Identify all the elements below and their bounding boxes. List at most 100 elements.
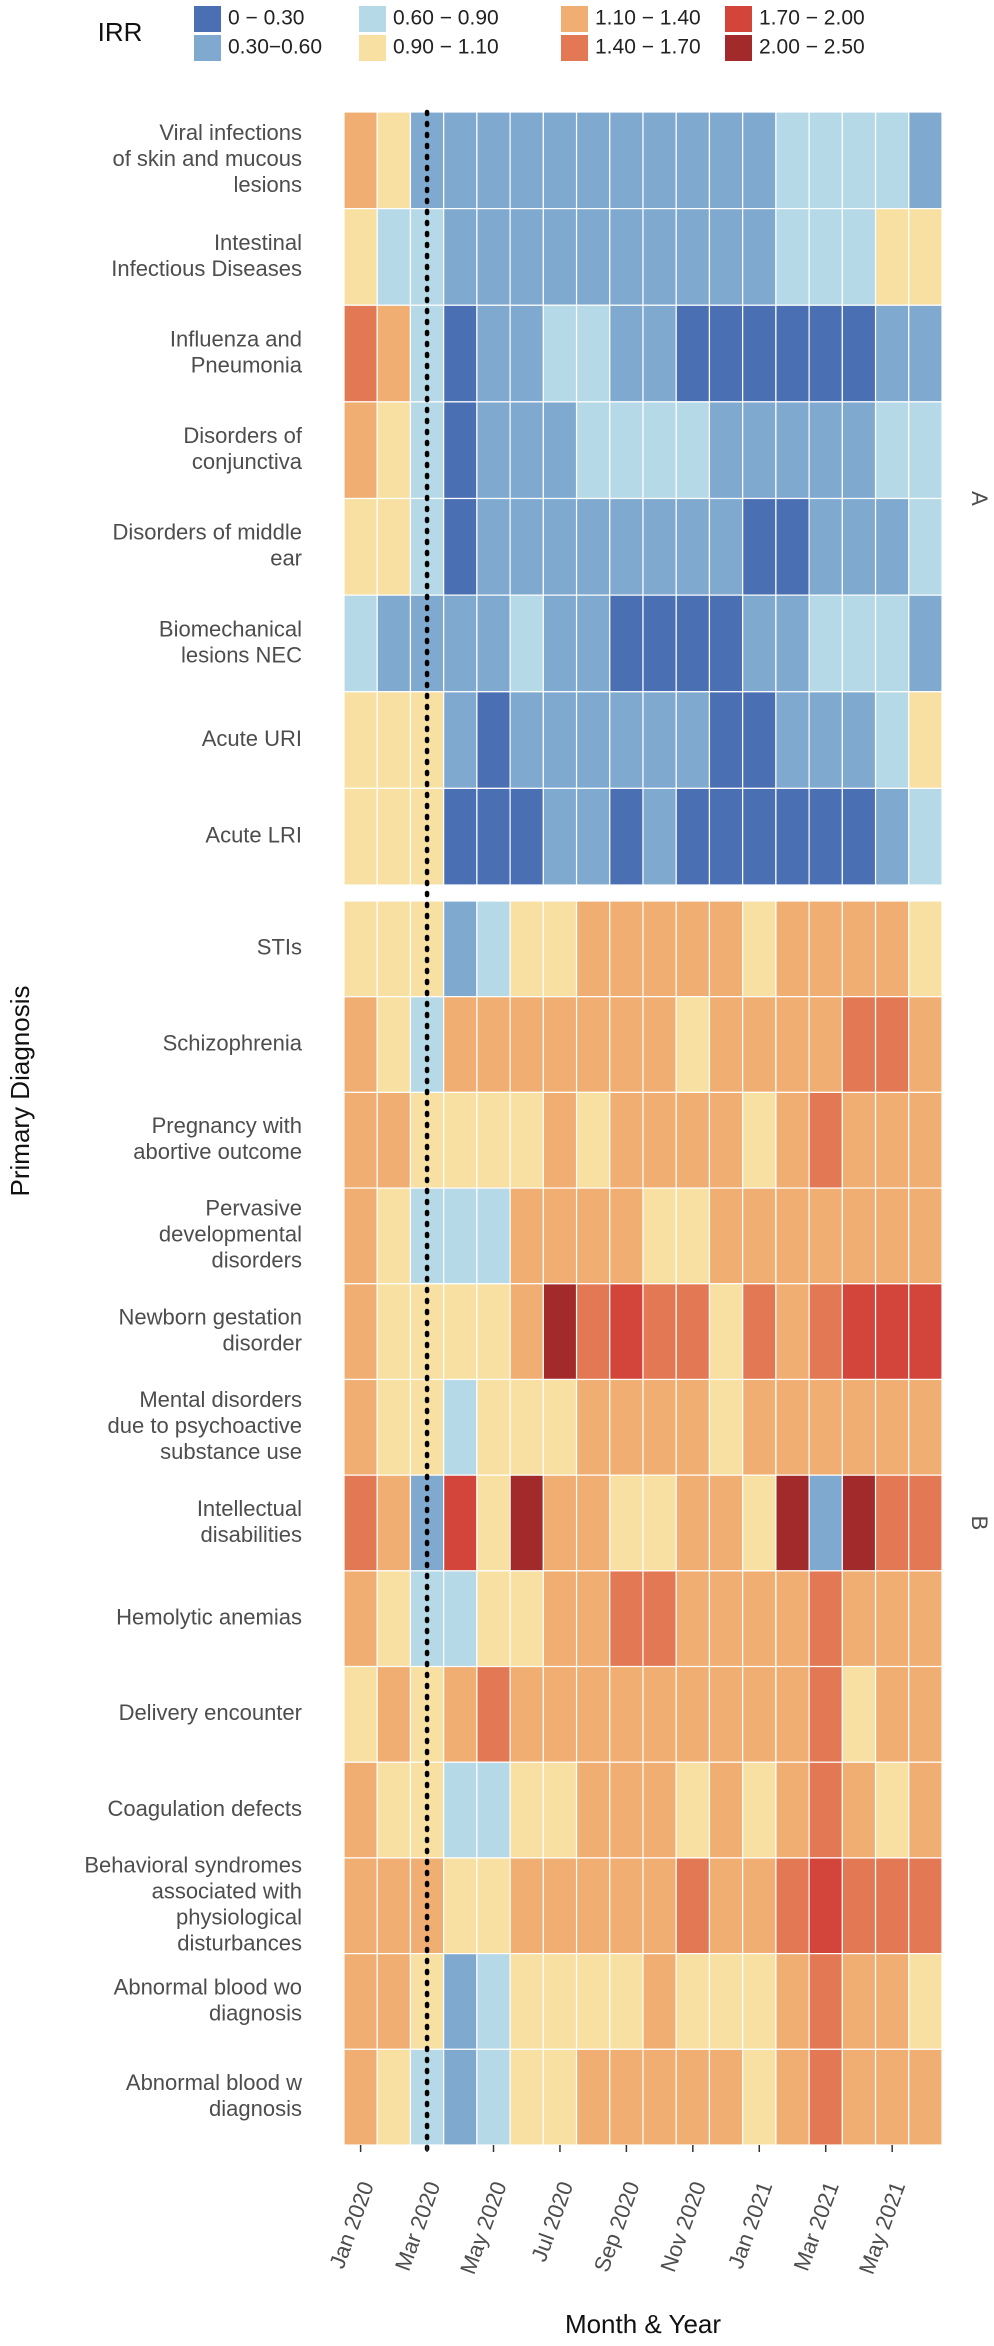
heatmap-cell [476,401,511,500]
heatmap-cell [476,208,511,306]
heatmap-cell [376,304,412,403]
heatmap-cell [476,1665,511,1763]
heatmap-cell [575,996,611,1093]
heatmap-cell [575,401,611,500]
heatmap-cell [908,900,943,998]
heatmap-cell [808,1378,843,1476]
heatmap-cell [509,497,544,596]
heatmap-cell [509,208,544,306]
heatmap-cell [476,787,511,886]
heatmap-cell [808,401,843,500]
y-tick-label: associated with [152,1879,302,1904]
heatmap-cell [742,1091,777,1189]
heatmap-cell [775,1953,810,2050]
heatmap-cell [542,1953,578,2050]
heatmap-cell [775,1091,810,1189]
heatmap-cell [675,1091,711,1189]
heatmap-cell [609,208,644,306]
heatmap-cell [609,900,644,998]
heatmap-cell [542,2048,578,2146]
heatmap-cell [443,787,478,886]
heatmap-cell [509,401,544,500]
heatmap-cell [675,304,711,403]
heatmap-cell [476,1474,511,1572]
y-tick-label: developmental [159,1222,302,1247]
heatmap-cell [542,1570,578,1668]
heatmap-cell [343,1761,378,1859]
heatmap-cell [575,111,611,210]
strip-label: A [967,491,992,506]
heatmap-cell [841,900,877,998]
heatmap-cell [609,2048,644,2146]
heatmap-cell [841,1283,877,1381]
y-tick-label: of skin and mucous [112,146,302,171]
heatmap-cell [476,304,511,403]
heatmap-cell [874,1857,910,1955]
heatmap-cell [708,787,744,886]
heatmap-cell [775,996,810,1093]
heatmap-cell [675,497,711,596]
heatmap-cell [343,111,378,210]
legend-label: 0.90 − 1.10 [393,36,499,59]
heatmap-cell [509,787,544,886]
heatmap-cell [841,1187,877,1285]
heatmap-cell [443,900,478,998]
heatmap-cell [443,1665,478,1763]
heatmap-cell [708,304,744,403]
heatmap-cell [742,900,777,998]
heatmap-cell [476,111,511,210]
heatmap-cell [841,304,877,403]
legend-swatch [561,35,588,61]
heatmap-cell [509,1283,544,1381]
heatmap-cell [542,1857,578,1955]
heatmap-cell [575,594,611,693]
heatmap-cell [443,1187,478,1285]
heatmap-cell [343,1474,378,1572]
heatmap-cell [675,1378,711,1476]
x-axis-title: Month & Year [565,2309,721,2339]
heatmap-cell [808,900,843,998]
heatmap-cell [874,594,910,693]
heatmap-cell [443,1091,478,1189]
heatmap-cell [443,304,478,403]
heatmap-cell [575,900,611,998]
heatmap-cell [708,2048,744,2146]
heatmap-cell [908,1283,943,1381]
heatmap-cell [575,497,611,596]
heatmap-cell [376,1570,412,1668]
heatmap-cell [376,787,412,886]
heatmap-cell [642,1570,677,1668]
heatmap-cell [874,900,910,998]
y-tick-label: Abnormal blood wo [114,1974,302,1999]
y-tick-label: Delivery encounter [119,1700,302,1725]
heatmap-cell [841,594,877,693]
heatmap-cell [476,691,511,789]
heatmap-cell [376,401,412,500]
heatmap-cell [675,111,711,210]
heatmap-cell [575,1570,611,1668]
y-tick-label: Hemolytic anemias [116,1605,302,1630]
y-tick-label: Newborn gestation [119,1304,302,1329]
heatmap-cell [642,900,677,998]
y-tick-label: Biomechanical [159,616,302,641]
heatmap-cell [708,691,744,789]
heatmap-cell [708,1570,744,1668]
heatmap-cell [642,111,677,210]
heatmap-cell [409,1091,445,1189]
y-tick-label: substance use [160,1439,302,1464]
legend-swatch [359,35,386,61]
heatmap-cell [841,1091,877,1189]
heatmap-cell [376,594,412,693]
heatmap-cell [443,401,478,500]
heatmap-cell [675,1761,711,1859]
heatmap-cell [908,1857,943,1955]
heatmap-cell [642,1187,677,1285]
heatmap-cell [708,1187,744,1285]
heatmap-cell [742,1857,777,1955]
heatmap-cell [775,1474,810,1572]
heatmap-cell [575,787,611,886]
heatmap-cell [443,594,478,693]
heatmap-cell [874,401,910,500]
heatmap-cell [642,497,677,596]
heatmap-cell [443,691,478,789]
